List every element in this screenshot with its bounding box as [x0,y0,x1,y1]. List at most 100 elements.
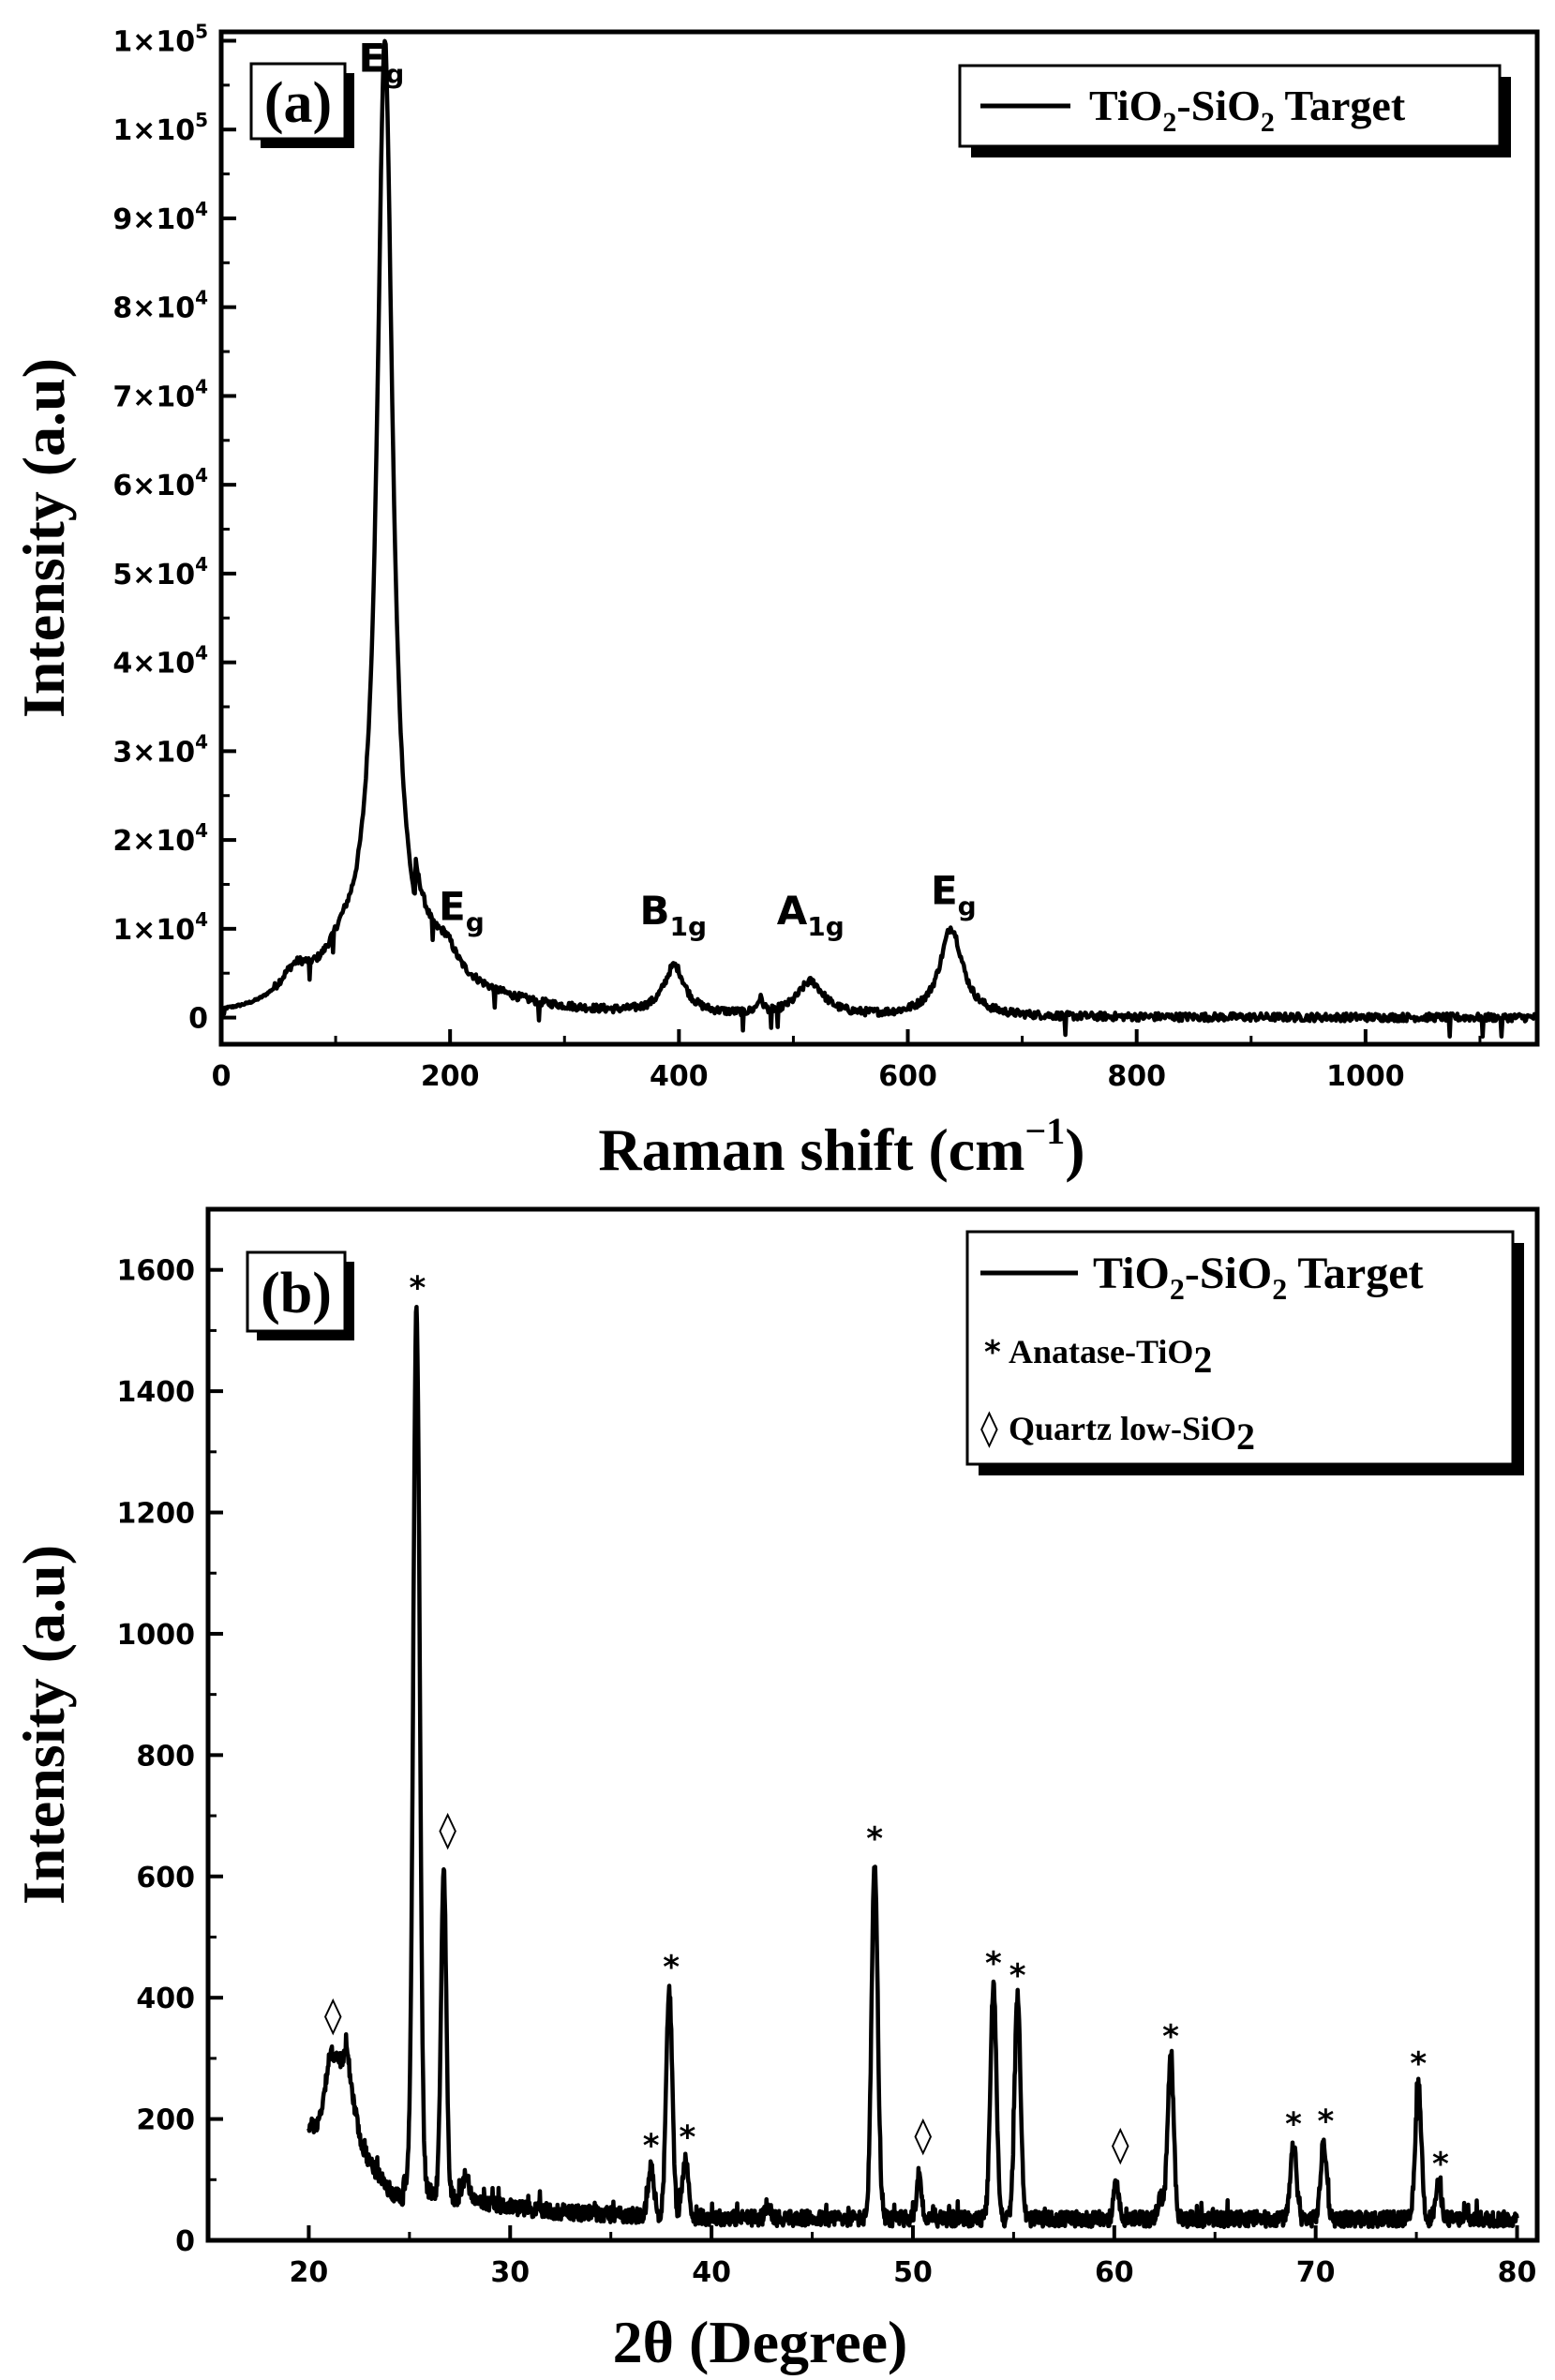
y-tick-exponent: 4 [195,730,208,753]
y-tick-label-text: 3×10 [112,736,195,769]
anatase-marker: * [410,1269,426,1307]
y-tick-label-text: 0 [175,2225,195,2258]
y-axis-title: Intensity (a.u) [10,1545,77,1905]
text-span: g [958,891,977,921]
x-tick-label: 60 [1095,2256,1134,2289]
panel-label-box [246,1250,347,1333]
x-tick-label: 800 [1107,1060,1166,1093]
legend-quartz-marker: ◊ [980,1407,998,1448]
x-tick-label: 600 [878,1060,937,1093]
text-span: 1g [669,911,707,942]
text-span: 2 [1170,1272,1185,1306]
y-tick-label: 1000 [117,1619,196,1652]
y-tick-label: 800 [136,1740,195,1773]
x-tick-label: 50 [893,2256,933,2289]
y-tick-label-text: 600 [136,1862,195,1894]
y-tick-label: 0 [188,1003,208,1036]
text-span: 2 [1236,1415,1255,1458]
y-tick-label-text: 1000 [117,1619,196,1652]
text-span: Quartz low-SiO [1009,1410,1236,1447]
y-tick-label: 1600 [117,1255,196,1288]
legend-box [965,1230,1515,1466]
y-tick-label-text: 1400 [117,1376,196,1409]
legend-anatase-marker: * [984,1334,1001,1371]
y-tick-label: 200 [136,2104,195,2137]
y-tick-label: 1400 [117,1376,196,1409]
legend-anatase-label: Anatase-TiO2 [1009,1333,1212,1381]
anatase-marker: * [1009,1957,1026,1995]
text-span: 2 [1261,107,1275,138]
x-tick-label: 1000 [1326,1060,1405,1093]
anatase-marker: * [663,1949,680,1986]
anatase-marker: * [1432,2146,1449,2183]
anatase-marker: * [1410,2045,1427,2083]
anatase-marker: * [985,1945,1002,1983]
text-span: E [359,36,386,82]
x-axis-title: 2θ (Degree) [613,2309,908,2375]
y-tick-label: 6×104 [112,464,208,502]
text-span: −1 [1024,1110,1065,1152]
y-tick-label: 8×104 [112,287,208,325]
y-tick-label: 9×104 [112,198,208,236]
x-tick-label: 0 [212,1060,232,1093]
y-tick-label-text: 1×10 [112,914,195,947]
x-tick-label: 80 [1498,2256,1537,2289]
xrd-panel: 0 200 400 600 800 1000 1200 1400 1600 20 30 40 50 60 7… [10,1206,1540,2375]
y-tick-label: 1×104 [112,908,208,947]
y-tick-label: 600 [136,1862,195,1894]
anatase-marker: * [1318,2103,1335,2140]
text-span: 2 [1193,1339,1212,1381]
y-tick-label: 5×104 [112,553,208,591]
y-tick-exponent: 4 [195,198,208,220]
x-tick-label: 400 [650,1060,709,1093]
quartz-marker: ◊ [1112,2123,1129,2164]
legend-quartz-label: Quartz low-SiO2 [1009,1410,1255,1458]
text-span: Anatase-TiO [1009,1333,1193,1370]
panel-label: (b) [261,1262,332,1325]
x-tick-label: 40 [692,2256,731,2289]
text-span: 1g [807,911,845,942]
plot-frame [218,29,1540,1047]
y-tick-exponent: 4 [195,553,208,576]
y-tick-label-text: 5×10 [112,559,195,591]
y-tick-exponent: 4 [195,642,208,665]
text-span: ) [1065,1116,1084,1183]
x-axis-title: Raman shift (cm−1) [598,1110,1084,1183]
data-line [219,38,1539,1040]
legend-label: TiO2-SiO2 Target [1089,82,1406,138]
text-span: g [385,59,404,90]
peak-label: Eg [359,36,405,90]
y-tick-exponent: 5 [195,109,208,131]
anatase-marker: * [679,2119,695,2157]
raman-panel: 01×1042×1043×1044×1045×1046×1047×1048×10… [10,20,1540,1183]
y-tick-label-text: 200 [136,2104,195,2137]
y-tick-label: 3×104 [112,730,208,769]
anatase-marker: * [1285,2106,1302,2144]
text-span: E [439,883,466,929]
y-tick-label-text: 1200 [117,1498,196,1531]
y-tick-exponent: 4 [195,819,208,842]
y-tick-label-text: 800 [136,1740,195,1773]
y-tick-label: 1200 [117,1498,196,1531]
y-tick-label-text: 7×10 [112,381,195,413]
text-span: 2 [1272,1272,1287,1306]
panel-label: (a) [264,71,332,135]
legend-label: TiO2-SiO2 Target [1093,1249,1424,1306]
peak-label: Eg [439,883,485,937]
data-line [307,1304,1519,2229]
text-span: Target [1287,1249,1423,1298]
y-tick-label-text: 400 [136,1983,195,2015]
text-span: TiO [1093,1249,1170,1298]
y-tick-label-text: 1×10 [112,25,195,58]
y-tick-label: 2×104 [112,819,208,858]
x-tick-label: 70 [1296,2256,1336,2289]
y-tick-label: 1×105 [112,109,208,147]
quartz-marker: ◊ [324,1994,342,2035]
y-tick-label-text: 8×10 [112,292,195,325]
y-tick-label-text: 6×10 [112,470,195,502]
y-axis-title: Intensity (a.u) [10,358,77,718]
text-span: TiO [1089,82,1162,129]
y-tick-label-text: 1600 [117,1255,196,1288]
y-tick-exponent: 4 [195,375,208,397]
x-tick-label: 30 [490,2256,530,2289]
